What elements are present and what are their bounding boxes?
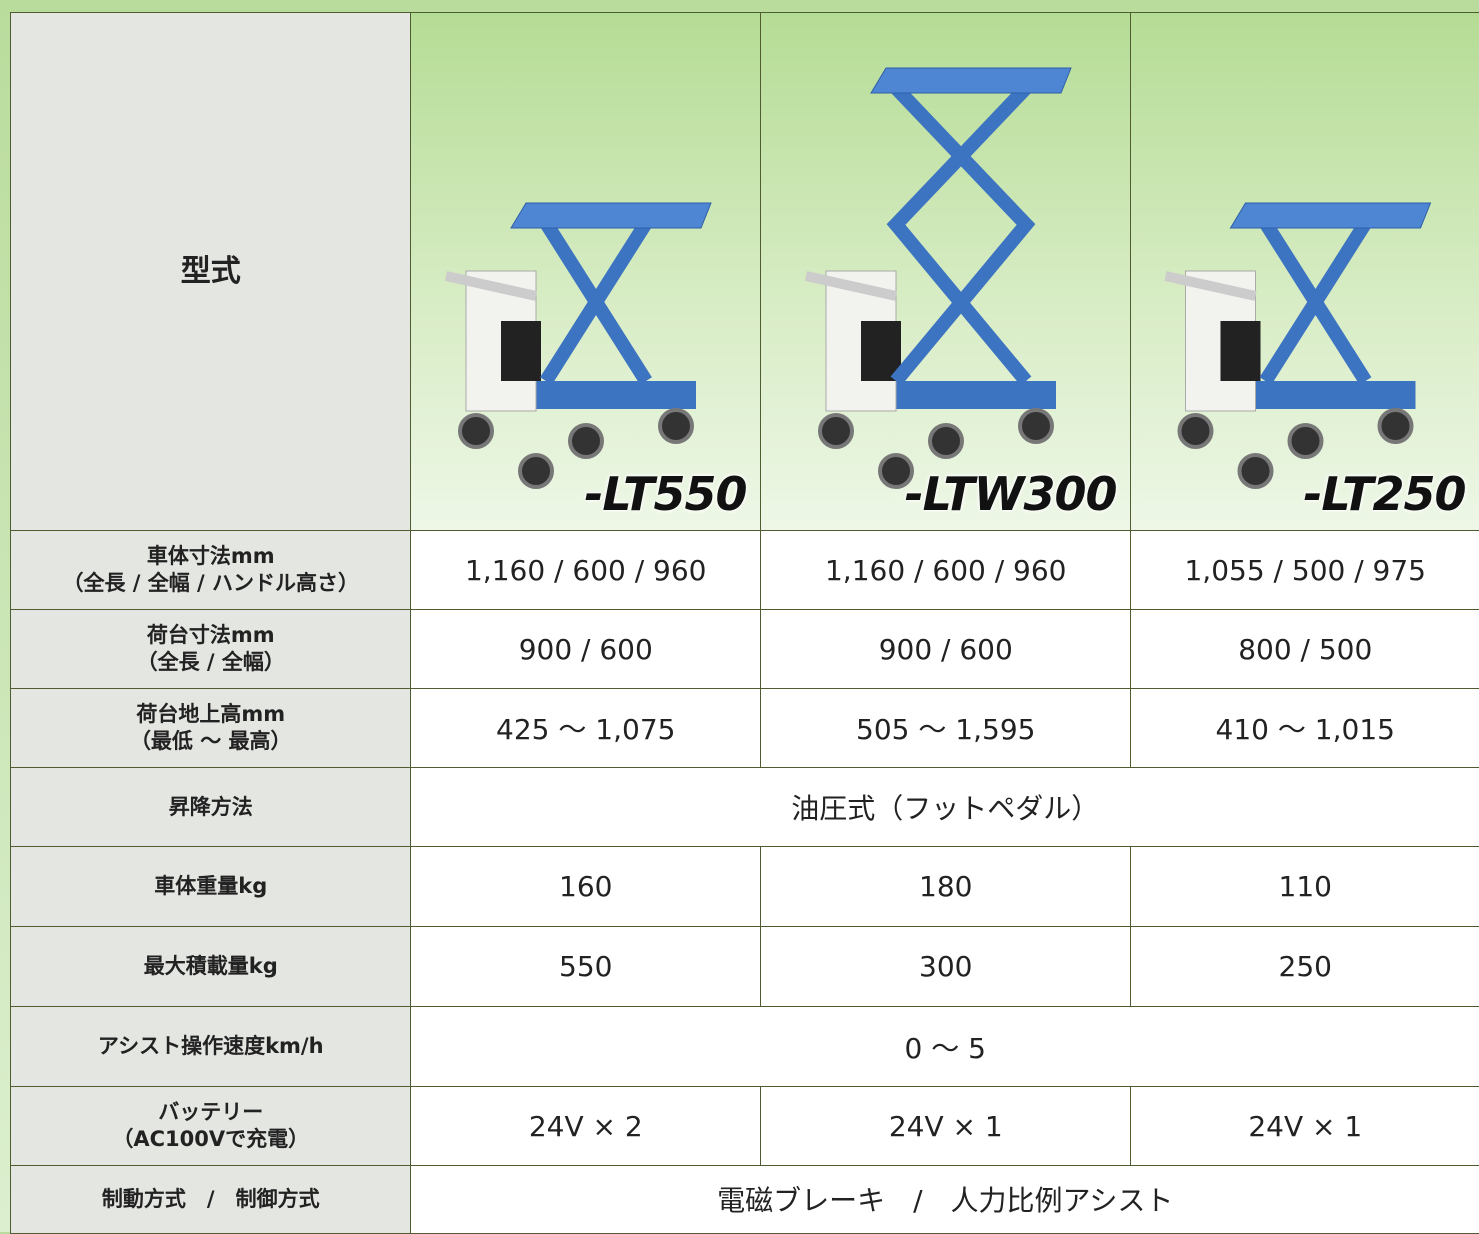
row-label: （全長 / 全幅） (136, 650, 285, 675)
row-label-cell: 最大積載量kg (10, 926, 412, 1008)
value: 24V × 1 (1248, 1109, 1363, 1143)
model-cell: -LTW300 (760, 12, 1132, 532)
value-cell: 1,055 / 500 / 975 (1130, 530, 1479, 611)
row-label: バッテリー (158, 1100, 264, 1125)
row-label: （AC100Vで充電） (112, 1127, 310, 1152)
value-cell: 900 / 600 (410, 609, 762, 690)
product-image (1164, 202, 1432, 489)
value-cell: 800 / 500 (1130, 609, 1479, 690)
value: 160 (559, 870, 613, 904)
value: 1,160 / 600 / 960 (824, 553, 1067, 587)
value: 1,055 / 500 / 975 (1184, 553, 1426, 587)
row-label: 最大積載量kg (143, 954, 278, 979)
value-cell: 425 ～ 1,075 (410, 688, 762, 769)
value: 550 (559, 950, 613, 984)
value-cell: 24V × 1 (760, 1086, 1132, 1167)
value: 電磁ブレーキ / 人力比例アシスト (717, 1184, 1174, 1218)
value-cell: 1,160 / 600 / 960 (410, 530, 762, 611)
row-label: （最低 ～ 最高） (129, 729, 292, 754)
value-cell: 180 (760, 846, 1132, 928)
row-label: 車体重量kg (154, 874, 268, 899)
value-cell: 160 (410, 846, 762, 928)
value-cell: 410 ～ 1,015 (1130, 688, 1479, 769)
model-name: -LT250 (1303, 466, 1466, 521)
product-image (444, 202, 712, 489)
value-cell: 油圧式（フットペダル） (410, 767, 1479, 848)
value-cell: 24V × 2 (410, 1086, 762, 1167)
header-label: 型式 (180, 254, 241, 290)
value: 0 ～ 5 (904, 1031, 986, 1065)
row-label-cell: バッテリー （AC100Vで充電） (10, 1086, 412, 1167)
row-label: 荷台寸法mm (146, 623, 275, 648)
row-label: 車体寸法mm (146, 544, 275, 569)
model-cell: -LT250 (1130, 12, 1479, 532)
value-cell: 110 (1130, 846, 1479, 928)
value-cell: 300 (760, 926, 1132, 1008)
row-label: 昇降方法 (168, 794, 253, 819)
value: 250 (1278, 950, 1332, 984)
value: 24V × 2 (528, 1109, 643, 1143)
value: 24V × 1 (888, 1109, 1003, 1143)
model-cell: -LT550 (410, 12, 762, 532)
value: 900 / 600 (878, 632, 1013, 666)
value: 300 (919, 950, 973, 984)
value-cell: 250 (1130, 926, 1479, 1008)
row-label: 荷台地上高mm (136, 702, 286, 727)
value-cell: 0 ～ 5 (410, 1006, 1479, 1088)
value-cell: 電磁ブレーキ / 人力比例アシスト (410, 1165, 1479, 1234)
value: 油圧式（フットペダル） (791, 792, 1100, 826)
row-label: （全長 / 全幅 / ハンドル高さ） (62, 571, 360, 596)
value: 505 ～ 1,595 (856, 713, 1036, 747)
value-cell: 550 (410, 926, 762, 1008)
value: 180 (919, 870, 973, 904)
product-image (804, 67, 1072, 489)
model-name: -LT550 (584, 466, 747, 521)
row-label: 制動方式 / 制御方式 (101, 1186, 320, 1211)
model-name: -LTW300 (904, 466, 1118, 521)
value: 410 ～ 1,015 (1215, 713, 1395, 747)
value: 1,160 / 600 / 960 (464, 553, 707, 587)
value-cell: 1,160 / 600 / 960 (760, 530, 1132, 611)
value-cell: 900 / 600 (760, 609, 1132, 690)
row-label-cell: 昇降方法 (10, 767, 412, 848)
row-label-cell: 制動方式 / 制御方式 (10, 1165, 412, 1234)
value-cell: 24V × 1 (1130, 1086, 1479, 1167)
row-label-cell: 荷台寸法mm （全長 / 全幅） (10, 609, 412, 690)
row-label: アシスト操作速度km/h (97, 1034, 324, 1059)
value: 425 ～ 1,075 (496, 713, 676, 747)
value-cell: 505 ～ 1,595 (760, 688, 1132, 769)
value: 110 (1278, 870, 1332, 904)
row-label-cell: 車体寸法mm （全長 / 全幅 / ハンドル高さ） (10, 530, 412, 611)
row-label-cell: アシスト操作速度km/h (10, 1006, 412, 1088)
row-label-cell: 荷台地上高mm （最低 ～ 最高） (10, 688, 412, 769)
header-label-cell: 型式 (10, 12, 412, 532)
row-label-cell: 車体重量kg (10, 846, 412, 928)
value: 800 / 500 (1238, 632, 1373, 666)
value: 900 / 600 (518, 632, 653, 666)
